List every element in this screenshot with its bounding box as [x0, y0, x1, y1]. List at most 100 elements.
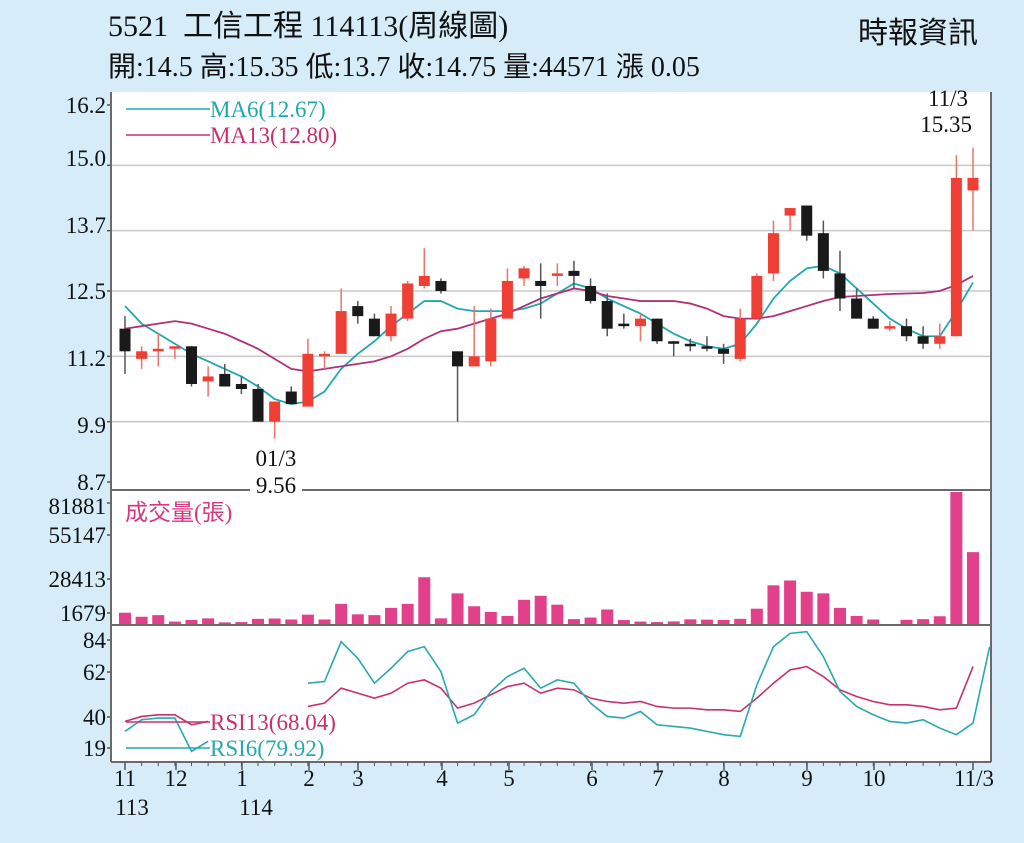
volume-bar [617, 619, 630, 624]
volume-bar [385, 607, 398, 624]
rsi13-line [307, 665, 974, 713]
ytick: 28413 [49, 567, 107, 592]
month-label: 5 [503, 766, 515, 791]
candle [252, 383, 264, 422]
price-stats: 開:14.5 高:15.35 低:13.7 收:14.75 量:44571 漲 … [108, 52, 700, 83]
candle [186, 346, 198, 387]
ytick: 1679 [60, 601, 106, 626]
candle [817, 220, 829, 279]
ytick: 19 [83, 736, 106, 761]
candle [867, 316, 879, 329]
candle [718, 343, 730, 364]
candle [136, 346, 148, 369]
candle [834, 250, 846, 312]
moving-average-lines [124, 264, 974, 406]
candle [634, 313, 646, 342]
candle [269, 401, 281, 439]
candle [767, 220, 779, 281]
volume-bar [767, 585, 780, 624]
volume-bar [651, 622, 664, 624]
volume-bar [833, 607, 846, 624]
ma6-line [124, 264, 974, 406]
candle [884, 321, 896, 332]
candle [468, 306, 480, 367]
volume-bar [301, 614, 314, 624]
volume-bar [817, 593, 830, 624]
candle [319, 351, 331, 369]
candle [219, 363, 231, 387]
candle [551, 263, 563, 286]
volume-bar [867, 619, 880, 624]
month-label: 7 [652, 766, 664, 791]
volume-bar [551, 604, 564, 624]
low-value-bg [250, 478, 302, 496]
candle [950, 155, 962, 337]
month-label: 11 [114, 766, 136, 791]
month-label: 4 [436, 766, 448, 791]
volume-bar [601, 609, 614, 624]
month-label: 10 [863, 766, 886, 791]
candle [202, 366, 214, 397]
volume-bar [401, 603, 414, 624]
volume-bars [107, 492, 979, 624]
rsi-legend: RSI13(68.04) RSI6(79.92) [126, 710, 336, 761]
volume-y-labels: 81881 55147 28413 1679 [49, 494, 107, 626]
candle [285, 386, 297, 405]
volume-bar [119, 612, 131, 624]
ytick: 81881 [49, 494, 107, 519]
candle [801, 205, 813, 241]
month-label: 11/3 [954, 766, 994, 791]
ytick: 15.0 [66, 146, 106, 171]
volume-bar [784, 580, 797, 624]
ma6-legend-label: MA6(12.67) [210, 97, 326, 122]
ytick: 40 [83, 705, 106, 730]
volume-bar [152, 615, 165, 624]
volume-bar [252, 618, 265, 624]
volume-bar [567, 619, 580, 624]
volume-bar [168, 621, 181, 624]
candle [751, 273, 763, 319]
ma13-legend-label: MA13(12.80) [210, 123, 337, 148]
month-label: 3 [352, 766, 364, 791]
candle [917, 326, 929, 349]
month-label: 12 [165, 766, 188, 791]
year-label: 114 [239, 795, 273, 820]
high-value-annotation: 15.35 [920, 112, 972, 137]
ytick: 8.7 [77, 470, 106, 495]
candle [368, 313, 380, 337]
volume-bar [318, 619, 331, 624]
candle [601, 293, 613, 337]
volume-bar [434, 618, 447, 624]
month-label: 2 [303, 766, 315, 791]
volume-bar [135, 616, 148, 624]
volume-bar [917, 619, 930, 624]
candle [235, 376, 247, 395]
candle [119, 316, 131, 374]
volume-bar [185, 619, 198, 624]
volume-bar [634, 621, 647, 624]
volume-panel [111, 490, 991, 625]
volume-bar [750, 608, 763, 624]
candle [501, 268, 513, 319]
candle [568, 260, 580, 289]
volume-bar [734, 618, 747, 624]
candle [485, 308, 497, 367]
volume-bar [534, 595, 547, 624]
x-axis-labels: 11 12 1 2 3 4 5 6 7 8 9 10 11/3 113 114 [114, 766, 994, 820]
volume-bar [717, 619, 730, 624]
ytick: 62 [83, 660, 106, 685]
ma13-line [124, 275, 974, 373]
volume-bar [285, 619, 298, 624]
candle [651, 318, 663, 344]
candle [684, 338, 696, 352]
ytick: 84 [83, 628, 107, 653]
candle [335, 288, 347, 354]
volume-bar [218, 622, 231, 624]
volume-bar [518, 599, 531, 624]
volume-bar [351, 614, 364, 624]
candle [452, 351, 464, 422]
candle [402, 280, 414, 322]
volume-bar [268, 618, 281, 624]
volume-bar [933, 616, 946, 624]
